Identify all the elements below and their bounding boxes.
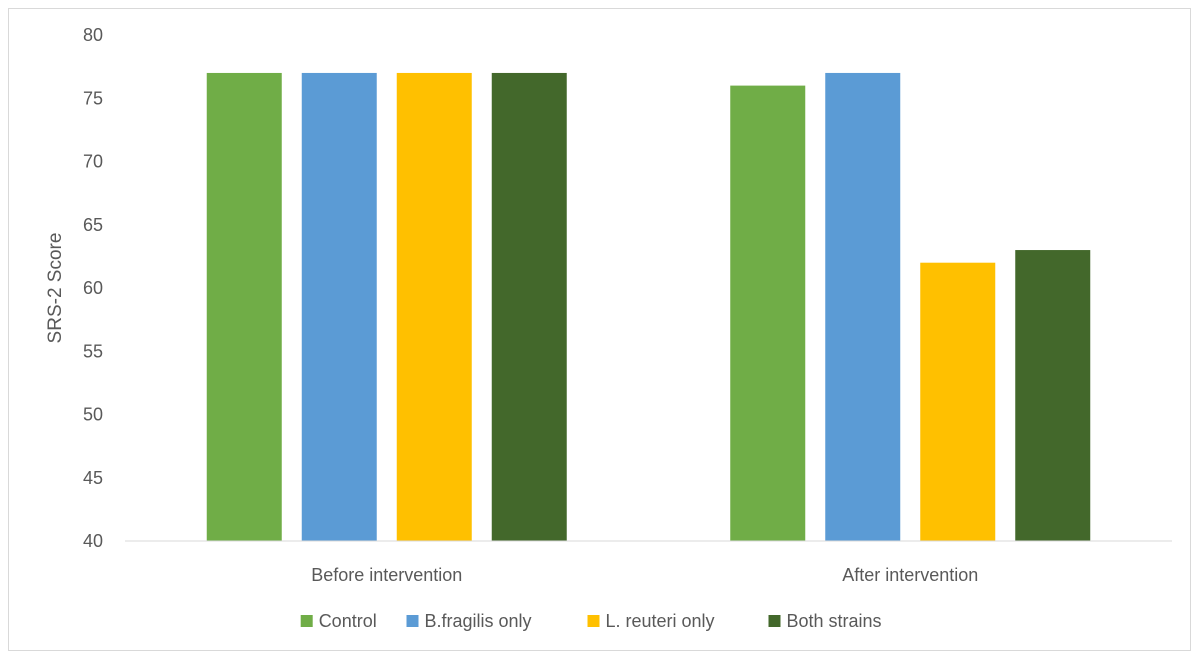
legend-swatch (768, 615, 781, 627)
legend-label: Control (319, 611, 377, 631)
legend-swatch (406, 615, 419, 627)
legend-swatch (587, 615, 600, 627)
legend-item: Control (300, 611, 377, 631)
y-tick-label: 55 (83, 341, 103, 361)
x-category-label: Before intervention (311, 565, 462, 585)
y-axis-title: SRS-2 Score (45, 233, 66, 344)
bar (491, 72, 567, 541)
bar (920, 262, 996, 541)
bar (301, 72, 377, 541)
legend-label: L. reuteri only (606, 611, 715, 631)
legend-label: Both strains (787, 611, 882, 631)
bar (1015, 250, 1091, 542)
bar (206, 72, 282, 541)
x-category-label: After intervention (842, 565, 978, 585)
bars (206, 72, 1091, 542)
bar (396, 72, 472, 541)
legend-item: L. reuteri only (587, 611, 715, 631)
legend-label: B.fragilis only (425, 611, 532, 631)
y-tick-label: 65 (83, 215, 103, 235)
bar (825, 72, 901, 541)
y-tick-label: 70 (83, 152, 103, 172)
y-tick-label: 40 (83, 531, 103, 551)
y-axis-ticks: 40 45 50 55 60 65 70 75 80 (83, 25, 103, 551)
category-labels: Before intervention After intervention (311, 565, 978, 585)
y-tick-label: 75 (83, 88, 103, 108)
legend-item: Both strains (768, 611, 882, 631)
legend-item: B.fragilis only (406, 611, 532, 631)
y-tick-label: 60 (83, 278, 103, 298)
bar (730, 85, 806, 541)
legend-swatch (300, 615, 313, 627)
y-tick-label: 50 (83, 405, 103, 425)
y-tick-label: 80 (83, 25, 103, 45)
legend: Control B.fragilis only L. reuteri only Bot… (300, 611, 882, 631)
y-tick-label: 45 (83, 468, 103, 488)
